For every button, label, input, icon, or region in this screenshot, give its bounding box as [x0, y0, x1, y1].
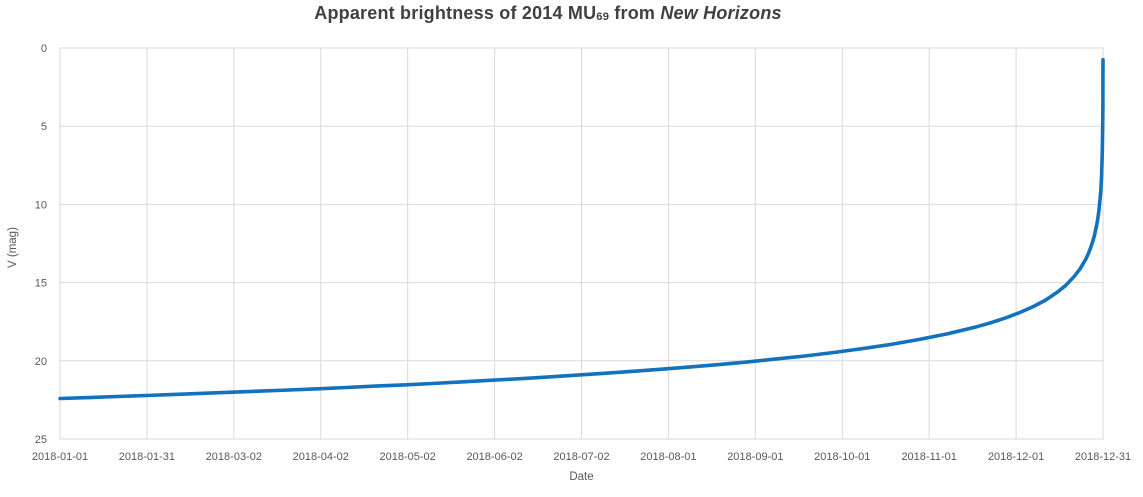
x-tick-label: 2018-03-02: [206, 451, 262, 463]
x-tick-label: 2018-11-01: [901, 451, 956, 463]
x-tick-label: 2018-01-01: [32, 451, 88, 463]
x-tick-label: 2018-06-02: [466, 451, 522, 463]
y-tick-label: 0: [41, 43, 47, 55]
chart-title: Apparent brightness of 2014 MU69 from Ne…: [0, 3, 1096, 24]
y-tick-label: 20: [35, 356, 47, 368]
y-tick-label: 25: [35, 434, 47, 446]
x-tick-label: 2018-07-02: [553, 451, 609, 463]
chart-title-emphasis: New Horizons: [660, 3, 782, 23]
y-axis-title: V (mag): [7, 227, 19, 268]
y-tick-label: 10: [35, 199, 47, 211]
x-tick-label: 2018-05-02: [380, 451, 436, 463]
y-tick-label: 5: [41, 121, 47, 133]
chart-title-mid: from: [609, 3, 661, 23]
chart-title-text: Apparent brightness of 2014 MU: [314, 3, 597, 23]
x-tick-label: 2018-10-01: [814, 451, 870, 463]
x-tick-label: 2018-04-02: [293, 451, 349, 463]
x-tick-label: 2018-09-01: [727, 451, 783, 463]
x-tick-label: 2018-12-01: [988, 451, 1044, 463]
x-tick-label: 2018-01-31: [119, 451, 175, 463]
chart-title-subscript: 69: [596, 11, 610, 23]
y-tick-label: 15: [35, 278, 47, 290]
x-axis-title: Date: [569, 471, 594, 483]
plot-border: [59, 47, 1104, 440]
data-series-line: [58, 57, 1105, 401]
x-tick-label: 2018-08-01: [640, 451, 696, 463]
x-tick-label: 2018-12-31: [1075, 451, 1131, 463]
